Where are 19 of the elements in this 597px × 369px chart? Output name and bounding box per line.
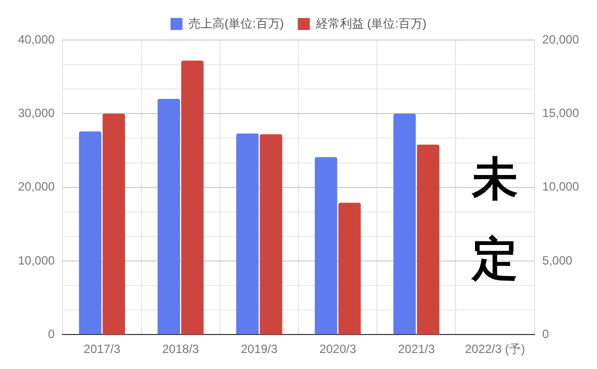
x-tick-label: 2018/3 [162,342,200,356]
y-tick-label: 10,000 [18,253,56,268]
legend-label: 売上高(単位:百万) [188,16,284,30]
x-tick-label: 2022/3 (予) [464,342,526,356]
y-tick-label: 20,000 [18,180,56,194]
x-tick-label: 2017/3 [84,342,121,356]
y2-tick-label: 10,000 [542,180,580,194]
y2-tick-label: 0 [542,326,550,341]
y2-tick-label: 15,000 [542,106,580,120]
x-tick-label: 2019/3 [240,342,278,356]
y2-tick-label: 20,000 [542,32,580,46]
y-tick-label: 30,000 [18,106,56,120]
annotation: 未定 [470,151,518,286]
y-tick-label: 40,000 [18,32,56,46]
legend-label: 経常利益 (単位:百万) [314,16,427,30]
x-tick-label: 2020/3 [319,342,356,356]
y2-tick-label: 5,000 [542,253,573,268]
y-tick-label: 0 [48,326,56,341]
x-tick-label: 2021/3 [398,342,436,356]
